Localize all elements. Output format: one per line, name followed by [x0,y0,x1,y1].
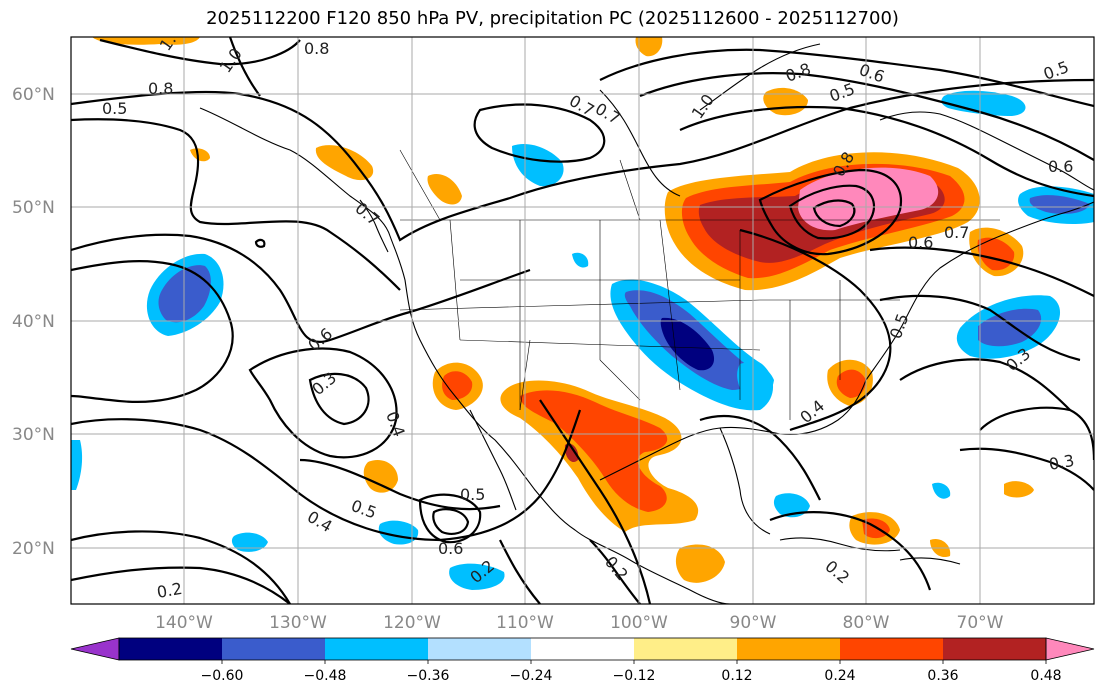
svg-text:0.5: 0.5 [102,99,127,118]
svg-text:0.8: 0.8 [304,39,329,58]
lon-label-100: 100°W [610,613,668,633]
colorbar-frame [118,637,1047,661]
colorbar-tick-label: 0.24 [824,668,855,684]
svg-text:0.5: 0.5 [460,485,485,504]
lat-label-50: 50°N [12,198,55,218]
colorbar-tick-label: 0.48 [1030,668,1061,684]
lat-label-20: 20°N [12,539,55,559]
map-title: 2025112200 F120 850 hPa PV, precipitatio… [206,8,899,29]
colorbar: −0.60 −0.48 −0.36 −0.24 −0.12 0.12 0.24 0.36 0.4… [70,637,1095,684]
svg-text:0.6: 0.6 [908,233,933,252]
svg-text:0.8: 0.8 [148,79,173,98]
colorbar-tick-label: −0.60 [201,668,244,684]
colorbar-tick-label: 0.12 [721,668,752,684]
colorbar-tick-label: −0.48 [304,668,347,684]
colorbar-tick-label: −0.12 [613,668,656,684]
colorbar-extend-high [1045,637,1095,661]
graticule [71,37,1094,604]
lon-label-130: 130°W [269,613,327,633]
longitude-labels: 140°W 130°W 120°W 110°W 100°W 90°W 80°W … [155,613,1004,633]
colorbar-bin [222,638,325,660]
colorbar-extend-low [70,637,120,661]
colorbar-bin [943,638,1046,660]
lon-label-110: 110°W [496,613,554,633]
colorbar-bin [428,638,531,660]
colorbar-bin [840,638,943,660]
colorbar-tick-label: −0.36 [407,668,450,684]
colorbar-tick-label: −0.24 [510,668,553,684]
lon-label-80: 80°W [843,613,890,633]
state-borders [399,149,1000,420]
precip-shading [71,37,1094,590]
colorbar-bin [737,638,840,660]
lat-label-40: 40°N [12,312,55,332]
map-frame [70,36,1095,605]
lon-label-90: 90°W [730,613,777,633]
svg-text:0.6: 0.6 [1048,157,1073,176]
svg-text:0.7: 0.7 [944,223,969,242]
colorbar-bin [531,638,634,660]
svg-text:0.2: 0.2 [155,579,183,602]
colorbar-tick-label: 0.36 [927,668,958,684]
colorbar-bin [119,638,222,660]
svg-text:0.6: 0.6 [438,539,463,558]
lon-label-140: 140°W [155,613,213,633]
lon-label-120: 120°W [383,613,441,633]
lon-label-70: 70°W [957,613,1004,633]
colorbar-bin [325,638,428,660]
coastlines [199,43,1094,604]
svg-text:0.3: 0.3 [1047,451,1075,474]
latitude-labels: 60°N 50°N 40°N 30°N 20°N [12,85,55,559]
lat-label-60: 60°N [12,85,55,105]
colorbar-bin [634,638,737,660]
lat-label-30: 30°N [12,425,55,445]
